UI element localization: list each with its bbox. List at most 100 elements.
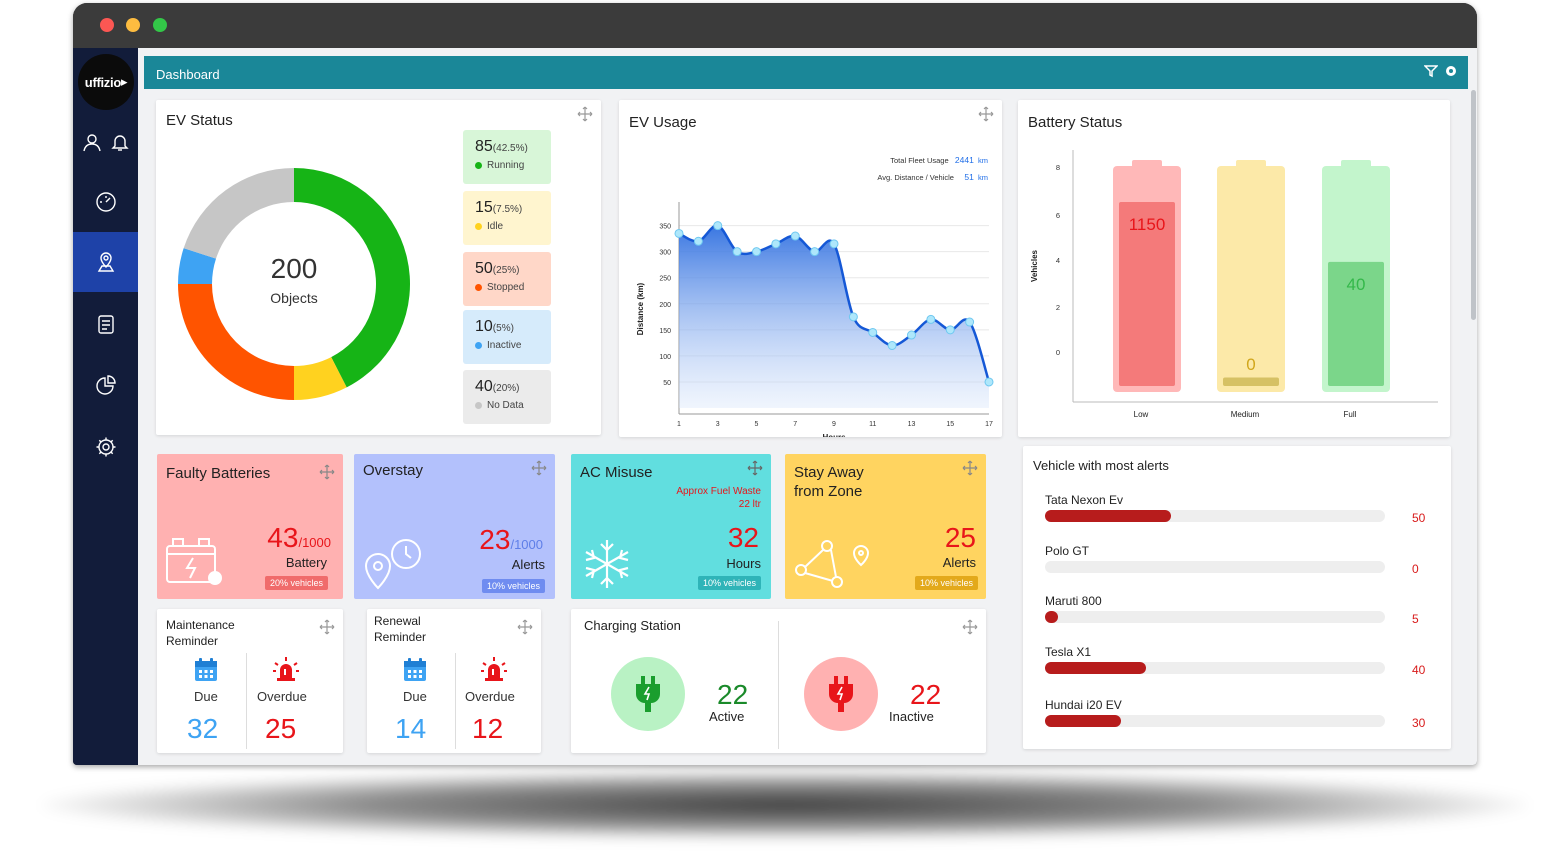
ev-status-card: EV Status 200 Objects 85(42.5%) Running 15… <box>156 100 601 435</box>
usage-point[interactable] <box>810 247 820 257</box>
window-shadow <box>40 770 1530 840</box>
usage-point[interactable] <box>926 314 936 324</box>
usage-point[interactable] <box>907 330 916 340</box>
y-tick-label: 6 <box>1056 211 1060 220</box>
ev-status-item[interactable]: 40(20%) No Data <box>463 370 551 424</box>
move-icon[interactable] <box>577 106 593 122</box>
vertical-scrollbar[interactable] <box>1471 90 1476 320</box>
app-logo[interactable]: uffizio ▸ <box>78 54 134 110</box>
maintenance-overdue-value[interactable]: 25 <box>265 713 297 744</box>
title-bar <box>73 3 1477 48</box>
x-tick-label: 15 <box>946 421 954 428</box>
page-title: Dashboard <box>156 67 220 82</box>
stay-away-tile[interactable]: Stay Away from Zone 25 Alerts 10% vehicle… <box>785 454 986 599</box>
ev-usage-chart: 501001502002503003501357911131517HoursDi… <box>636 202 994 437</box>
move-icon[interactable] <box>978 106 994 122</box>
move-icon[interactable] <box>531 460 547 476</box>
sidebar-item-tracking[interactable] <box>73 232 138 292</box>
battery-bar[interactable] <box>1328 261 1384 386</box>
active-stations-label: Active <box>709 709 745 724</box>
battery-bar[interactable] <box>1119 201 1175 386</box>
usage-point[interactable] <box>693 236 703 246</box>
move-icon[interactable] <box>319 619 335 635</box>
alert-bar[interactable] <box>1045 611 1058 623</box>
bell-icon[interactable] <box>110 132 130 152</box>
usage-point[interactable] <box>945 325 955 335</box>
alert-vehicle-name: Tesla X1 <box>1045 645 1092 659</box>
close-window-button[interactable] <box>100 18 114 32</box>
donut-segment[interactable] <box>294 168 410 388</box>
usage-point[interactable] <box>965 317 975 327</box>
stay-away-value: 25 <box>944 522 976 553</box>
usage-point[interactable] <box>732 247 742 257</box>
ev-status-label: No Data <box>487 400 524 411</box>
move-icon[interactable] <box>962 460 978 476</box>
overstay-tile[interactable]: Overstay 23/1000 Alerts 10% vehicles <box>354 454 555 599</box>
alert-bar[interactable] <box>1045 510 1171 522</box>
usage-point[interactable] <box>848 312 858 322</box>
usage-point[interactable] <box>771 239 781 249</box>
alert-vehicle-name: Maruti 800 <box>1045 594 1102 608</box>
battery-bar[interactable] <box>1223 377 1279 386</box>
ev-status-label: Inactive <box>487 340 522 351</box>
battery-status-chart: 0 2 4 6 8 Vehicles 1150 Low 0 Medium 40 Full <box>1030 150 1438 419</box>
plug-icon <box>636 676 660 712</box>
usage-point[interactable] <box>887 340 897 350</box>
inactive-station-badge <box>804 657 878 731</box>
y-tick-label: 350 <box>659 224 671 231</box>
usage-point[interactable] <box>674 228 684 238</box>
usage-area <box>679 225 989 408</box>
ac-misuse-value: 32 <box>727 522 759 553</box>
y-tick-label: 100 <box>659 354 671 361</box>
battery-bar-bg <box>1217 166 1285 392</box>
renewal-overdue-value[interactable]: 12 <box>472 713 504 744</box>
donut-total-label: Objects <box>270 290 317 306</box>
alert-bar-track <box>1045 715 1385 727</box>
maximize-window-button[interactable] <box>153 18 167 32</box>
calendar-icon <box>404 658 426 681</box>
sidebar-item-dashboard[interactable] <box>73 172 138 232</box>
alert-value: 5 <box>1412 612 1419 626</box>
sidebar-item-analytics[interactable] <box>73 355 138 415</box>
renewal-due-value[interactable]: 14 <box>395 713 427 744</box>
speedometer-icon <box>95 192 116 212</box>
usage-point[interactable] <box>829 239 839 249</box>
usage-point[interactable] <box>984 377 994 387</box>
stay-away-badge: 10% vehicles <box>914 576 978 590</box>
donut-segment[interactable] <box>178 248 217 284</box>
donut-segment[interactable] <box>178 284 294 400</box>
renewal-title-line1: Renewal <box>374 614 421 628</box>
usage-point[interactable] <box>868 327 878 337</box>
move-icon[interactable] <box>962 619 978 635</box>
sidebar-item-settings[interactable] <box>73 417 138 477</box>
ev-status-item[interactable]: 85(42.5%) Running <box>463 130 551 184</box>
maintenance-due-value[interactable]: 32 <box>187 713 219 744</box>
donut-segment[interactable] <box>294 357 347 400</box>
usage-point[interactable] <box>713 221 723 231</box>
donut-segment[interactable] <box>183 168 294 259</box>
y-axis-label: Vehicles <box>1030 249 1039 282</box>
usage-point[interactable] <box>752 247 761 257</box>
sidebar-item-reports[interactable] <box>73 294 138 354</box>
user-icon[interactable] <box>82 132 102 152</box>
ev-status-item[interactable]: 15(7.5%) Idle <box>463 191 551 245</box>
settings-icon[interactable] <box>1444 64 1458 78</box>
renewal-reminder-card: Renewal Reminder Due Overdue 14 12 <box>367 609 541 753</box>
maintenance-title-line2: Reminder <box>166 634 219 648</box>
move-icon[interactable] <box>319 464 335 480</box>
siren-icon <box>273 657 299 681</box>
alert-bar[interactable] <box>1045 715 1121 727</box>
minimize-window-button[interactable] <box>126 18 140 32</box>
filter-icon[interactable] <box>1424 64 1438 78</box>
ev-status-item[interactable]: 10(5%) Inactive <box>463 310 551 364</box>
ac-misuse-tile[interactable]: AC Misuse Approx Fuel Waste 22 ltr 32 Ho… <box>571 454 771 599</box>
ev-status-item[interactable]: 50(25%) Stopped <box>463 252 551 306</box>
usage-point[interactable] <box>790 231 800 241</box>
faulty-batteries-value: 43 <box>267 522 299 553</box>
faulty-batteries-tile[interactable]: Faulty Batteries 43/1000 Battery 20% veh… <box>157 454 343 599</box>
map-pin-icon <box>97 252 114 272</box>
move-icon[interactable] <box>517 619 533 635</box>
page-header: Dashboard <box>144 56 1468 89</box>
move-icon[interactable] <box>747 460 763 476</box>
alert-bar[interactable] <box>1045 662 1146 674</box>
